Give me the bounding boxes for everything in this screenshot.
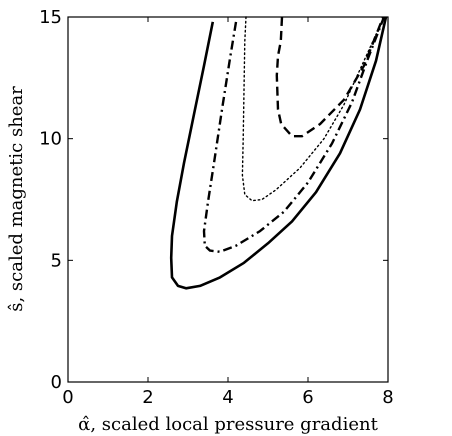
series-line-dashed: [275, 16, 385, 138]
series-line-dashdot: [202, 16, 386, 253]
x-tick-label: 4: [222, 387, 233, 408]
x-tick-label: 8: [382, 387, 393, 408]
series-line-solid: [169, 16, 388, 290]
y-tick-label: 5: [51, 250, 62, 271]
x-axis-label: α̂, scaled local pressure gradient: [78, 414, 378, 435]
series-layer: [169, 16, 388, 290]
y-axis-label: ŝ, scaled magnetic shear: [6, 86, 27, 312]
x-tick-label: 6: [302, 387, 313, 408]
y-tick-label: 10: [39, 129, 62, 150]
plot-area: [67, 16, 389, 383]
x-tick-label: 0: [62, 387, 73, 408]
series-line-dotted: [241, 16, 385, 202]
x-tick-label: 2: [142, 387, 153, 408]
tick-layer: 0 2 4 6 8 0 5 10 15: [39, 7, 394, 408]
y-tick-label: 0: [51, 372, 62, 393]
y-tick-label: 15: [39, 7, 62, 28]
